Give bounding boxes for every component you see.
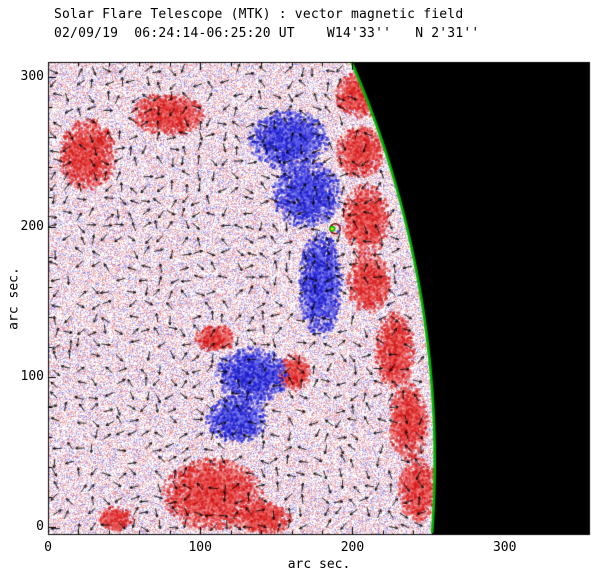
y-tick-label: 100 [20, 369, 44, 385]
chart-title: Solar Flare Telescope (MTK) : vector mag… [54, 7, 464, 22]
chart-subtitle: 02/09/19 06:24:14-06:25:20 UT W14'33'' N… [54, 26, 480, 41]
y-tick-label: 200 [20, 219, 44, 235]
x-tick-label: 200 [340, 540, 365, 555]
y-tick-label: 300 [20, 69, 44, 85]
x-tick-label: 0 [44, 540, 52, 555]
y-tick-label: 0 [36, 519, 44, 535]
y-axis-label: arc sec. [6, 267, 22, 330]
x-axis-label: arc sec. [287, 557, 351, 572]
x-tick-label: 300 [492, 540, 517, 555]
x-tick-label: 100 [188, 540, 212, 555]
